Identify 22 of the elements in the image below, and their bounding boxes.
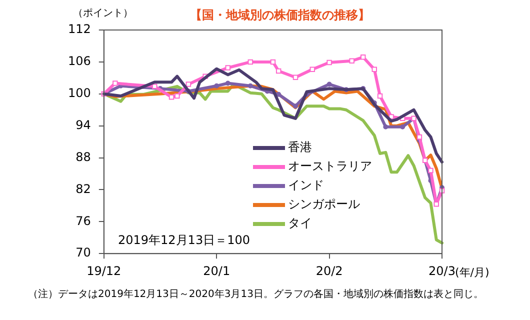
x-tick-label: 20/1 <box>203 264 230 278</box>
annotation: 2019年12月13日＝100 <box>118 232 250 249</box>
y-axis-title: （ポイント） <box>73 7 133 20</box>
legend-label: シンガポール <box>288 196 360 213</box>
y-tick-label: 82 <box>76 182 91 196</box>
legend-label: タイ <box>288 215 312 232</box>
y-tick-label: 94 <box>76 118 91 132</box>
x-axis-title: (年/月) <box>455 265 490 280</box>
x-tick-label: 20/3 <box>428 264 456 278</box>
x-tick-label: 19/12 <box>86 264 122 278</box>
y-tick-label: 88 <box>76 150 91 164</box>
legend-label: インド <box>288 177 324 194</box>
y-tick-label: 100 <box>68 86 91 100</box>
y-tick-label: 106 <box>68 54 91 68</box>
y-tick-label: 70 <box>76 246 91 260</box>
chart-title: 【国・地域別の株価指数の推移】 <box>189 7 371 24</box>
legend-label: 香港 <box>288 139 312 156</box>
legend-label: オーストラリア <box>288 158 372 175</box>
text: （注）データは2019年12月13日～2020年3月13日。グラフの各国・地域別の株価指数は表と同じ。 <box>28 288 484 301</box>
y-tick-label: 76 <box>76 214 91 228</box>
y-tick-label: 112 <box>68 22 91 36</box>
x-tick-label: 20/2 <box>316 264 343 278</box>
